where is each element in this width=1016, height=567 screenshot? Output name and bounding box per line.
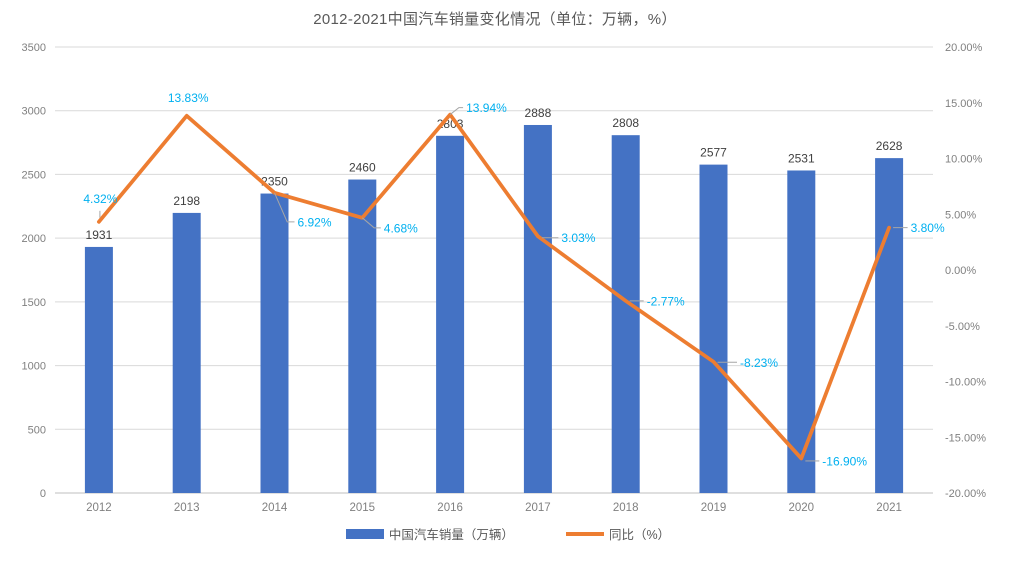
line-series-swatch-icon	[565, 531, 604, 536]
right-axis-tick: 5.00%	[945, 209, 976, 221]
left-axis-tick: 3500	[22, 42, 46, 54]
bar-2021	[875, 158, 904, 493]
bar-series-swatch-icon	[345, 528, 384, 539]
legend-label-sales: 中国汽车销量（万辆）	[388, 528, 514, 542]
pct-label-2018: -2.77%	[647, 294, 685, 308]
label-leader	[449, 107, 464, 115]
right-axis-tick: 20.00%	[945, 42, 983, 54]
right-axis-tick: -20.00%	[945, 488, 986, 500]
bar-2020	[787, 170, 816, 494]
legend-item-yoy: 同比（%）	[565, 524, 671, 543]
legend: 中国汽车销量（万辆） 同比（%）	[0, 524, 1016, 543]
bar-value-label-2019: 2577	[700, 146, 727, 160]
left-axis-tick: 3000	[22, 106, 46, 118]
right-axis-tick: 0.00%	[945, 265, 976, 277]
left-axis-tick: 2000	[22, 233, 46, 245]
pct-label-2020: -16.90%	[822, 454, 867, 468]
bar-value-label-2015: 2460	[349, 161, 376, 175]
right-axis-tick: -5.00%	[945, 321, 980, 333]
pct-label-2017: 3.03%	[561, 231, 595, 245]
right-axis-tick: 10.00%	[945, 154, 983, 166]
bar-value-label-2017: 2888	[525, 106, 552, 120]
legend-label-yoy: 同比（%）	[608, 528, 671, 542]
right-axis-tick: -10.00%	[945, 377, 986, 389]
pct-label-2013: 13.83%	[168, 91, 209, 105]
pct-label-2016: 13.94%	[466, 101, 507, 115]
label-leader	[361, 217, 381, 229]
pct-label-2012: 4.32%	[83, 192, 117, 206]
x-axis-tick-2015: 2015	[350, 502, 376, 514]
bar-2013	[172, 212, 201, 494]
pct-label-2015: 4.68%	[384, 221, 418, 235]
bar-value-label-2012: 1931	[86, 228, 113, 242]
yoy-line-series	[97, 112, 891, 461]
right-axis-tick: 15.00%	[945, 98, 983, 110]
x-axis-tick-2019: 2019	[701, 502, 727, 514]
x-axis-tick-2016: 2016	[437, 502, 463, 514]
bar-value-label-2020: 2531	[788, 151, 815, 165]
x-axis-tick-2021: 2021	[876, 502, 902, 514]
bar-2016	[436, 135, 465, 493]
left-axis-tick: 2500	[22, 169, 46, 181]
pct-label-2014: 6.92%	[298, 215, 332, 229]
pct-label-2019: -8.23%	[740, 356, 778, 370]
left-axis-tick: 500	[28, 424, 46, 436]
x-axis-tick-2014: 2014	[262, 502, 288, 514]
left-axis-tick: 1500	[22, 297, 46, 309]
bar-value-label-2018: 2808	[612, 116, 639, 130]
label-leader	[274, 192, 295, 223]
x-axis-tick-2017: 2017	[525, 502, 551, 514]
x-axis-tick-2012: 2012	[86, 502, 112, 514]
left-axis-tick: 0	[40, 488, 46, 500]
bar-2015	[348, 179, 377, 494]
right-axis-tick: -15.00%	[945, 432, 986, 444]
bar-value-label-2013: 2198	[173, 194, 200, 208]
legend-item-sales: 中国汽车销量（万辆）	[345, 524, 514, 543]
pct-label-2021: 3.80%	[911, 221, 945, 235]
left-axis-tick: 1000	[22, 361, 46, 373]
bar-value-label-2021: 2628	[876, 139, 903, 153]
x-axis-tick-2020: 2020	[789, 502, 815, 514]
chart-title: 2012-2021中国汽车销量变化情况（单位：万辆，%）	[313, 11, 677, 28]
bar-2017	[523, 124, 552, 494]
bar-2014	[260, 193, 289, 494]
x-axis-tick-2013: 2013	[174, 502, 200, 514]
x-axis-tick-2018: 2018	[613, 502, 639, 514]
bar-2019	[699, 164, 728, 493]
bar-2012	[84, 246, 113, 493]
bar-2018	[611, 135, 640, 493]
